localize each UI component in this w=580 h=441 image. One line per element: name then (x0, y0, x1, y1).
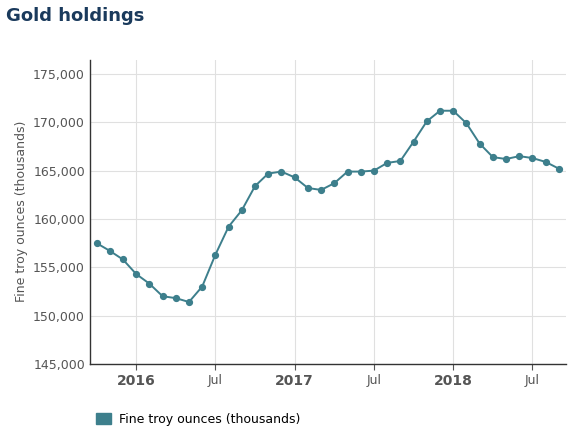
Legend: Fine troy ounces (thousands): Fine troy ounces (thousands) (96, 413, 300, 426)
Text: Gold holdings: Gold holdings (6, 7, 144, 25)
Y-axis label: Fine troy ounces (thousands): Fine troy ounces (thousands) (14, 121, 28, 303)
